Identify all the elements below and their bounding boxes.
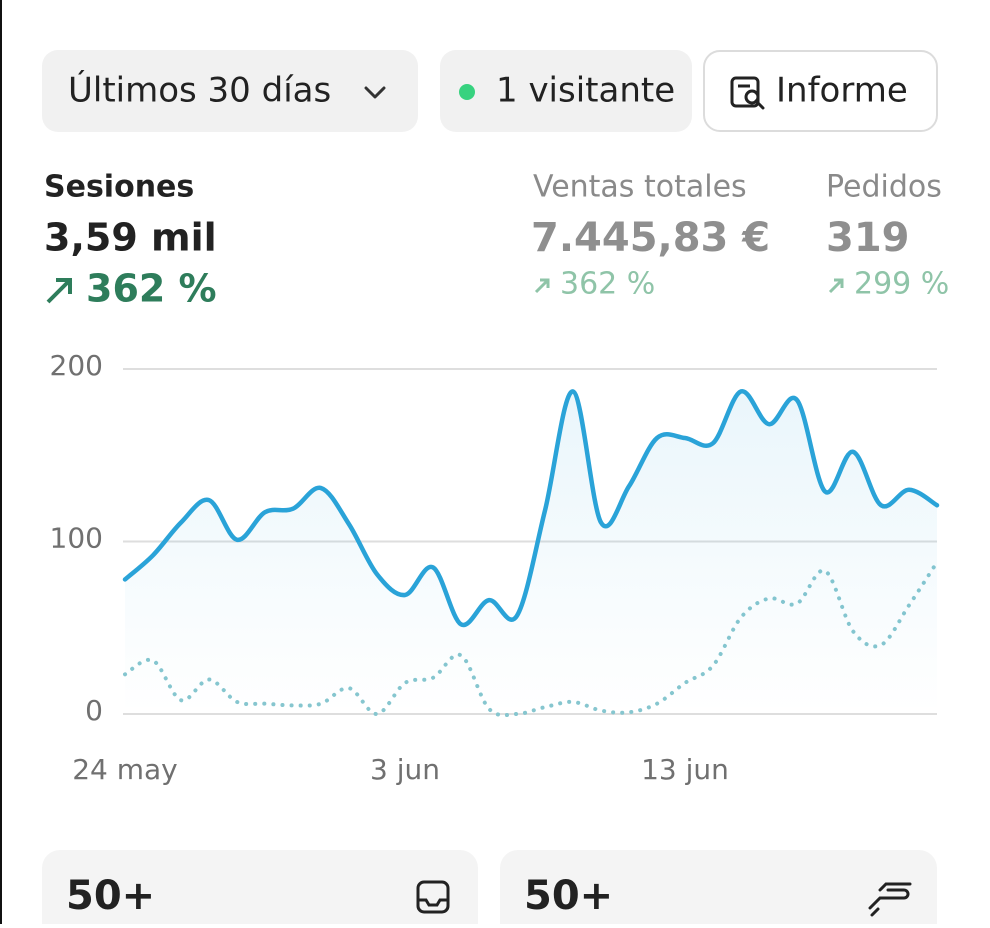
report-icon: [730, 76, 765, 110]
x-tick-label: 3 jun: [370, 753, 440, 786]
metric-change: 362 %: [560, 267, 655, 302]
up-arrow: [534, 278, 550, 294]
up-arrow: [46, 278, 72, 304]
metric-label: Ventas totales: [533, 170, 747, 205]
visitors-label: 1 visitante: [496, 71, 675, 111]
card-value: 50+: [524, 873, 613, 919]
live-dot: [459, 84, 475, 100]
metric-value: 319: [826, 215, 910, 261]
metric-change: 362 %: [86, 267, 217, 311]
period-button[interactable]: Últimos 30 días: [42, 50, 418, 132]
inbox-icon: [416, 880, 450, 914]
y-tick-label: 0: [85, 694, 103, 727]
chart: 0 100 200 24 may 3 jun 13 jun: [50, 349, 940, 786]
line: [122, 389, 940, 628]
y-tick-label: 200: [50, 349, 103, 382]
card-bg: [42, 850, 478, 928]
report-label: Informe: [776, 71, 908, 111]
metric[interactable]: Pedidos 319 299 %: [826, 170, 949, 302]
metric-change: 299 %: [854, 267, 949, 302]
metric[interactable]: Ventas totales 7.445,83 € 362 %: [531, 170, 770, 302]
up-arrow: [828, 278, 844, 294]
metric-label: Pedidos: [826, 170, 942, 205]
card[interactable]: 50+: [500, 850, 937, 928]
button-bg: [703, 50, 938, 132]
area: [125, 391, 937, 714]
metric-value: 7.445,83 €: [531, 215, 770, 261]
metric-value: 3,59 mil: [44, 216, 217, 260]
button-bg: [440, 50, 692, 132]
x-tick-label: 13 jun: [641, 753, 729, 786]
card-value: 50+: [66, 873, 155, 919]
report-button[interactable]: Informe: [703, 50, 938, 132]
hand-icon: [868, 882, 912, 917]
card-bg: [500, 850, 937, 928]
chevron: [364, 86, 386, 99]
y-tick-label: 100: [50, 522, 103, 555]
x-tick-label: 24 may: [72, 753, 178, 786]
visitors-button[interactable]: 1 visitante: [440, 50, 692, 132]
metric-label: Sesiones: [44, 170, 194, 205]
button-bg: [42, 50, 418, 132]
card[interactable]: 50+: [42, 850, 478, 928]
period-label: Últimos 30 días: [68, 70, 331, 111]
metric[interactable]: Sesiones 3,59 mil 362 %: [44, 170, 217, 311]
